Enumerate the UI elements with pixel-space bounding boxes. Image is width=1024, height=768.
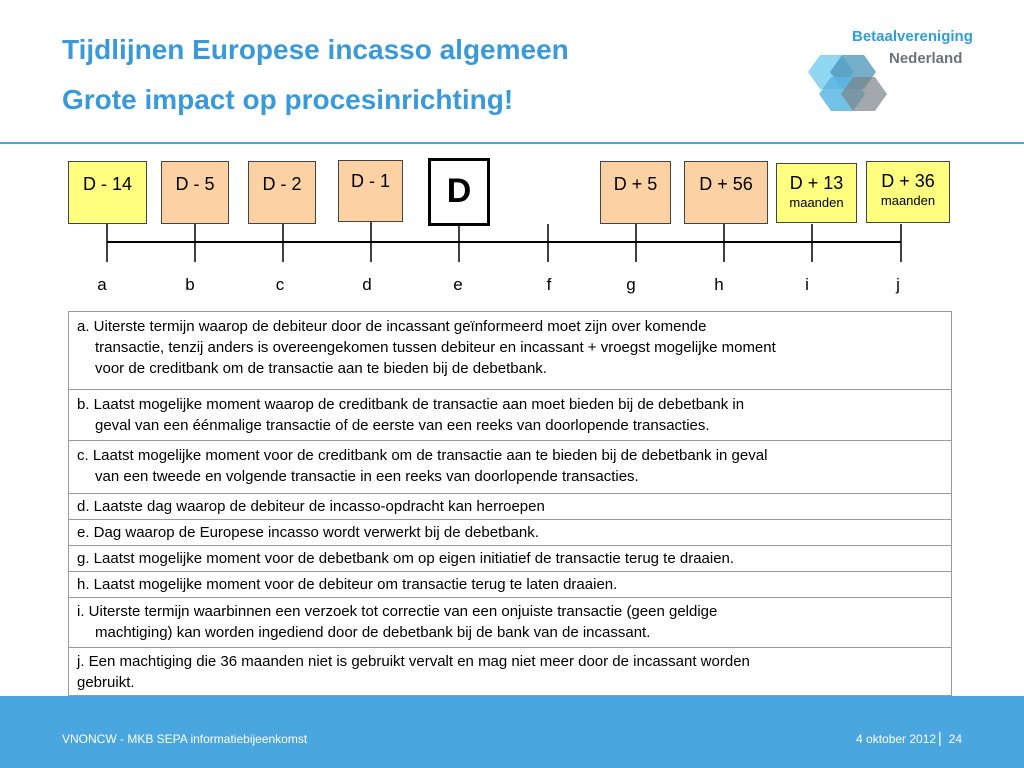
- description-text: transactie, tenzij anders is overeengeko…: [95, 339, 776, 356]
- timeline-box-label: D + 5: [613, 174, 658, 194]
- brand-subname: Nederland: [889, 50, 963, 67]
- timeline-box-label: D + 13: [789, 173, 844, 193]
- description-row-j: j. Een machtiging die 36 maanden niet is…: [69, 648, 951, 695]
- description-row-b: b. Laatst mogelijke moment waarop de cre…: [69, 390, 951, 441]
- timeline-box-sublabel: maanden: [880, 193, 936, 208]
- description-row-a: a. Uiterste termijn waarop de debiteur d…: [69, 312, 951, 390]
- timeline-box-d-minus-1: D - 1: [338, 160, 403, 222]
- timeline-box-d-plus-36-maanden: D + 36 maanden: [866, 161, 950, 223]
- timeline-box-label: D - 14: [82, 174, 133, 194]
- timeline-box-d-plus-56: D + 56: [684, 161, 768, 224]
- footer-event-name: VNONCW - MKB SEPA informatiebijeenkomst: [62, 732, 308, 746]
- description-text: gebruikt.: [77, 674, 135, 691]
- page-title-line-2: Grote impact op procesinrichting!: [62, 84, 514, 115]
- description-text: g. Laatst mogelijke moment voor de debet…: [77, 550, 735, 567]
- description-text: voor de creditbank om de transactie aan …: [95, 360, 547, 377]
- tick-label-g: g: [626, 275, 636, 294]
- timeline-box-label: D - 2: [262, 174, 302, 194]
- description-text: a. Uiterste termijn waarop de debiteur d…: [77, 318, 707, 335]
- description-text: d. Laatste dag waarop de debiteur de inc…: [77, 498, 545, 515]
- footer-bar: VNONCW - MKB SEPA informatiebijeenkomst …: [0, 696, 1024, 768]
- description-row-d: d. Laatste dag waarop de debiteur de inc…: [69, 494, 951, 520]
- timeline-box-d-minus-14: D - 14: [68, 161, 147, 224]
- timeline-box-d-plus-5: D + 5: [600, 161, 671, 224]
- footer-date-page: 4 oktober 2012 ▏24: [856, 732, 962, 746]
- tick-label-j: j: [896, 275, 900, 294]
- description-text: machtiging) kan worden ingediend door de…: [95, 624, 651, 641]
- tick-label-b: b: [185, 275, 195, 294]
- timeline-box-label: D: [446, 172, 472, 210]
- description-text: h. Laatst mogelijke moment voor de debit…: [77, 576, 618, 593]
- tick-label-e: e: [453, 275, 463, 294]
- timeline-box-label: D + 36: [881, 171, 935, 191]
- timeline-box-d-minus-5: D - 5: [161, 161, 229, 224]
- tick-label-c: c: [275, 275, 285, 294]
- timeline-box-sublabel: maanden: [789, 195, 844, 210]
- description-row-h: h. Laatst mogelijke moment voor de debit…: [69, 572, 951, 598]
- timeline-box-label: D + 56: [699, 174, 753, 194]
- description-text: e. Dag waarop de Europese incasso wordt …: [77, 524, 539, 541]
- description-table: a. Uiterste termijn waarop de debiteur d…: [68, 311, 952, 696]
- description-text: j. Een machtiging die 36 maanden niet is…: [77, 653, 750, 670]
- brand-name: Betaalvereniging: [852, 28, 973, 45]
- timeline-box-d-plus-13-maanden: D + 13 maanden: [776, 163, 857, 223]
- description-text: i. Uiterste termijn waarbinnen een verzo…: [77, 603, 718, 620]
- description-text: van een tweede en volgende transactie in…: [95, 468, 639, 485]
- description-text: b. Laatst mogelijke moment waarop de cre…: [77, 396, 745, 413]
- description-row-e: e. Dag waarop de Europese incasso wordt …: [69, 520, 951, 546]
- tick-label-d: d: [362, 275, 372, 294]
- timeline-axis: [106, 222, 902, 262]
- timeline-box-d-minus-2: D - 2: [248, 161, 316, 224]
- description-row-i: i. Uiterste termijn waarbinnen een verzo…: [69, 598, 951, 648]
- tick-label-i: i: [805, 275, 809, 294]
- tick-label-f: f: [546, 275, 552, 294]
- description-row-c: c. Laatst mogelijke moment voor de credi…: [69, 441, 951, 494]
- tick-label-h: h: [714, 275, 724, 294]
- header-divider: [0, 142, 1024, 144]
- timeline-box-label: D - 1: [350, 171, 390, 191]
- timeline-box-label: D - 5: [175, 174, 215, 194]
- description-row-g: g. Laatst mogelijke moment voor de debet…: [69, 546, 951, 572]
- description-text: geval van een éénmalige transactie of de…: [95, 417, 710, 434]
- betaalvereniging-logo-icon: [808, 55, 887, 111]
- tick-label-a: a: [97, 275, 107, 294]
- timeline-box-d: D: [428, 158, 490, 226]
- description-text: c. Laatst mogelijke moment voor de credi…: [77, 447, 768, 464]
- page-title-line-1: Tijdlijnen Europese incasso algemeen: [62, 34, 569, 65]
